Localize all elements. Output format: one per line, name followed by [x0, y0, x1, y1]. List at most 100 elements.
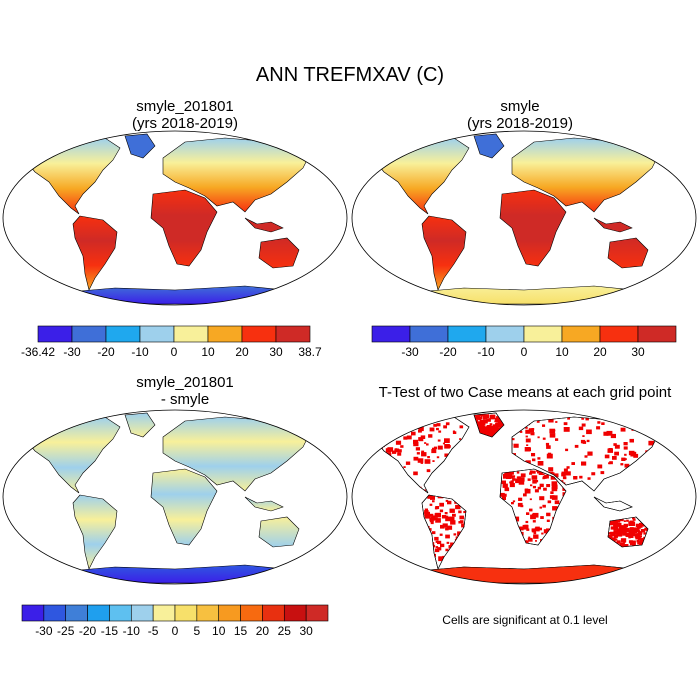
colorbar-tick-label: 10 [555, 345, 569, 359]
landmass-samerica [72, 215, 118, 291]
colorbar-swatch [599, 325, 639, 343]
panel-2-title: smyle [500, 98, 540, 115]
colorbar-tick-label: -20 [439, 345, 457, 359]
landmass-samerica [421, 215, 467, 291]
landmass-africa [150, 189, 218, 267]
colorbar-swatch [173, 325, 209, 343]
landmass-antarctica [34, 285, 316, 305]
panel-1-title: smyle_201801 [136, 98, 234, 115]
colorbar-tick-label: -36.42 [21, 345, 55, 359]
colorbar-swatch [196, 604, 220, 622]
colorbar-tick-label: -15 [101, 624, 119, 638]
colorbar-tick-label: 38.7 [298, 345, 322, 359]
panel-2-subtitle: (yrs 2018-2019) [467, 115, 573, 132]
colorbar-swatch [37, 325, 73, 343]
colorbar-tick-label: 10 [201, 345, 215, 359]
colorbar-tick-label: -30 [63, 345, 81, 359]
colorbar-swatch [139, 325, 175, 343]
colorbar-tick-label: 5 [194, 624, 201, 638]
panel-1-subtitle: (yrs 2018-2019) [132, 115, 238, 132]
colorbar-tick-label: -20 [79, 624, 97, 638]
landmass-africa [150, 468, 218, 546]
colorbar-swatch [241, 325, 277, 343]
map-border-4 [351, 409, 697, 585]
landmass-namerica [24, 137, 121, 215]
colorbar-tick-label: 15 [234, 624, 248, 638]
colorbar-swatch [305, 604, 329, 622]
colorbar-3: -30 -25 -20 -15 -10 -5 0 5 10 15 20 25 30 [21, 604, 329, 638]
map-border-1 [2, 130, 348, 306]
colorbar-1: -36.42 -30 -20 -10 0 10 20 30 38.7 [21, 325, 322, 359]
landmass-australia [258, 237, 300, 269]
landmass-seasia [244, 217, 284, 233]
colorbar-swatch [207, 325, 243, 343]
colorbar-tick-label: 0 [171, 345, 178, 359]
colorbar-swatch [561, 325, 601, 343]
colorbar-swatch [283, 604, 307, 622]
colorbar-tick-label: 20 [256, 624, 270, 638]
landmass-greenland [124, 412, 156, 438]
colorbar-tick-label: -30 [35, 624, 53, 638]
figure-title: ANN TREFMXAV (C) [255, 64, 445, 86]
colorbar-tick-label: 25 [278, 624, 292, 638]
landmass-antarctica [34, 564, 316, 584]
colorbar-swatch [130, 604, 154, 622]
landmass-seasia [593, 217, 633, 233]
map-panel-3 [24, 412, 316, 584]
colorbar-swatch [152, 604, 176, 622]
landmass-greenland [473, 133, 505, 159]
colorbar-tick-label: -10 [123, 624, 141, 638]
colorbar-tick-label: -10 [131, 345, 149, 359]
colorbar-swatch [174, 604, 198, 622]
colorbar-tick-label: 0 [521, 345, 528, 359]
colorbar-2: -30 -20 -10 0 10 20 30 [371, 325, 677, 359]
colorbar-swatch [447, 325, 487, 343]
colorbar-swatch [71, 325, 107, 343]
colorbar-swatch [65, 604, 88, 622]
colorbar-swatch [409, 325, 449, 343]
colorbar-tick-label: -25 [57, 624, 75, 638]
colorbar-swatch [371, 325, 411, 343]
colorbar-swatch [43, 604, 67, 622]
map-panel-2 [373, 133, 665, 305]
landmass-samerica [72, 494, 118, 570]
colorbar-swatch [262, 604, 285, 622]
colorbar-swatch [105, 325, 141, 343]
colorbar-tick-label: -5 [148, 624, 159, 638]
colorbar-tick-label: 30 [631, 345, 645, 359]
panel-3-title: smyle_201801 [136, 374, 234, 391]
colorbar-tick-label: -30 [401, 345, 419, 359]
colorbar-swatch [523, 325, 563, 343]
colorbar-swatch [87, 604, 110, 622]
landmass-greenland [124, 133, 156, 159]
landmass-australia [607, 237, 649, 269]
colorbar-swatch [218, 604, 241, 622]
map-border-2 [351, 130, 697, 306]
colorbar-tick-label: 0 [172, 624, 179, 638]
colorbar-tick-label: -10 [477, 345, 495, 359]
colorbar-tick-label: 30 [269, 345, 283, 359]
landmass-australia [258, 516, 300, 548]
landmass-namerica [24, 416, 121, 494]
colorbar-tick-label: 20 [593, 345, 607, 359]
colorbar-tick-label: 30 [299, 624, 313, 638]
colorbar-swatch [485, 325, 525, 343]
landmass-seasia [244, 496, 284, 512]
significance-footnote: Cells are significant at 0.1 level [442, 613, 608, 627]
panel-4-title: T-Test of two Case means at each grid po… [378, 384, 672, 401]
map-border-3 [2, 409, 348, 585]
colorbar-tick-label: -20 [97, 345, 115, 359]
colorbar-tick-label: 10 [212, 624, 226, 638]
landmass-africa [499, 189, 567, 267]
colorbar-tick-label: 20 [235, 345, 249, 359]
colorbar-swatch [275, 325, 311, 343]
colorbar-swatch [637, 325, 677, 343]
landmass-namerica [373, 137, 470, 215]
map-panel-1 [24, 133, 316, 305]
colorbar-swatch [21, 604, 45, 622]
map-panel-4 [373, 412, 665, 584]
colorbar-swatch [109, 604, 132, 622]
colorbar-swatch [240, 604, 263, 622]
landmass-antarctica [383, 285, 665, 305]
